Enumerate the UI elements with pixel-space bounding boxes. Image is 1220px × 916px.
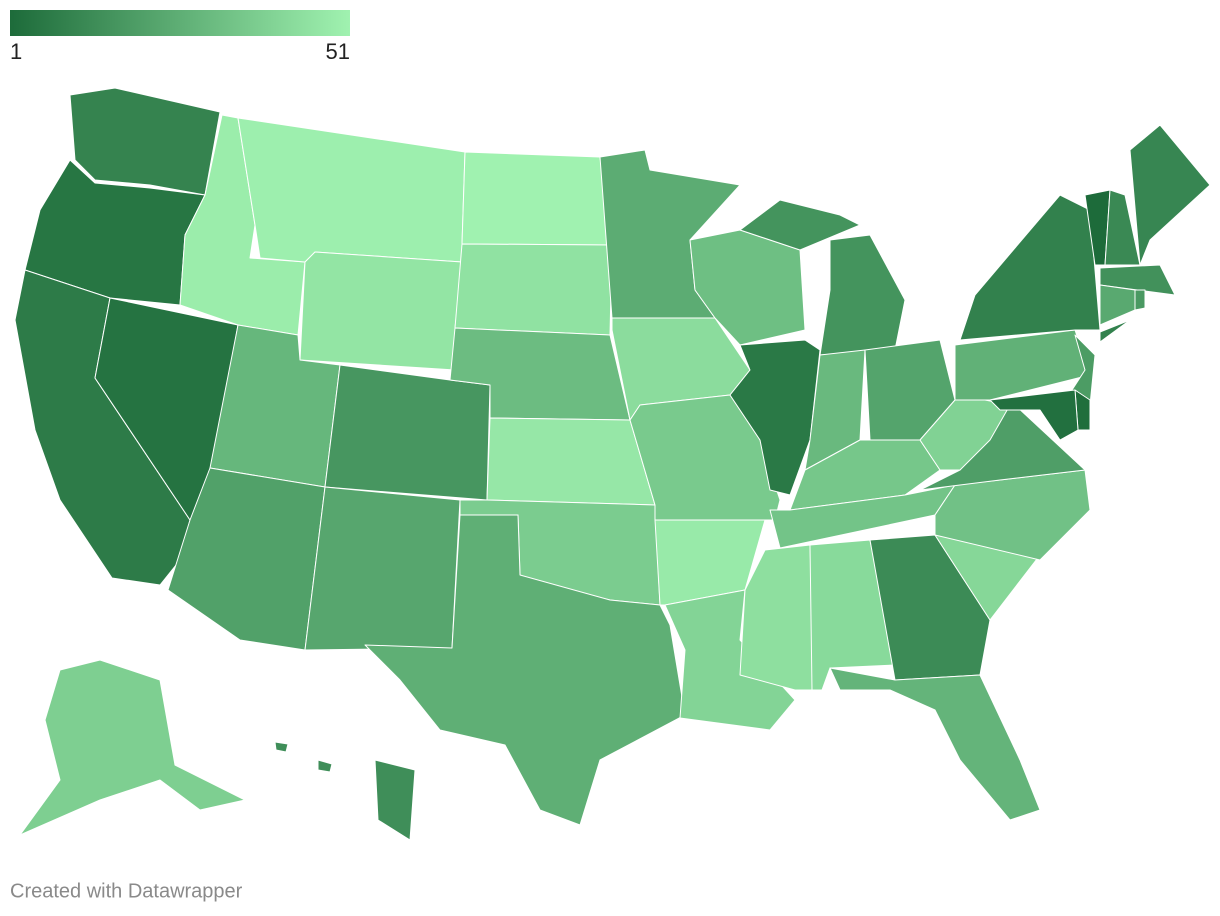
state	[237, 117, 466, 263]
state	[959, 194, 1131, 343]
state	[989, 389, 1079, 441]
state	[729, 339, 821, 496]
state	[486, 417, 656, 506]
state	[364, 514, 686, 826]
state	[461, 151, 613, 246]
legend-max-label: 51	[326, 39, 350, 64]
state	[454, 243, 613, 336]
state	[1134, 289, 1146, 311]
state	[274, 741, 416, 841]
state	[324, 364, 491, 501]
state	[299, 251, 463, 371]
state	[69, 87, 221, 196]
legend-gradient	[10, 10, 350, 36]
state	[1129, 124, 1211, 266]
state	[304, 486, 461, 651]
state	[1099, 284, 1136, 326]
states	[14, 87, 1211, 841]
legend-min-label: 1	[10, 39, 22, 64]
state	[19, 659, 246, 836]
state	[829, 667, 1041, 821]
state	[869, 534, 991, 681]
state	[954, 329, 1091, 401]
footer: Created with Datawrapper	[10, 880, 243, 902]
